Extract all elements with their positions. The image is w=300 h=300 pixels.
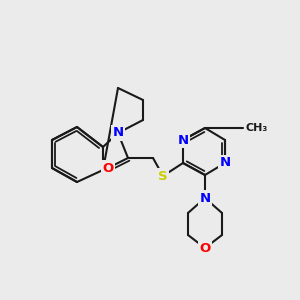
Text: O: O — [102, 161, 114, 175]
Text: N: N — [177, 134, 189, 146]
Text: CH₃: CH₃ — [246, 123, 268, 133]
Text: N: N — [112, 127, 124, 140]
Text: N: N — [200, 191, 211, 205]
Text: O: O — [200, 242, 211, 254]
Text: N: N — [219, 157, 231, 169]
Text: S: S — [158, 169, 168, 182]
